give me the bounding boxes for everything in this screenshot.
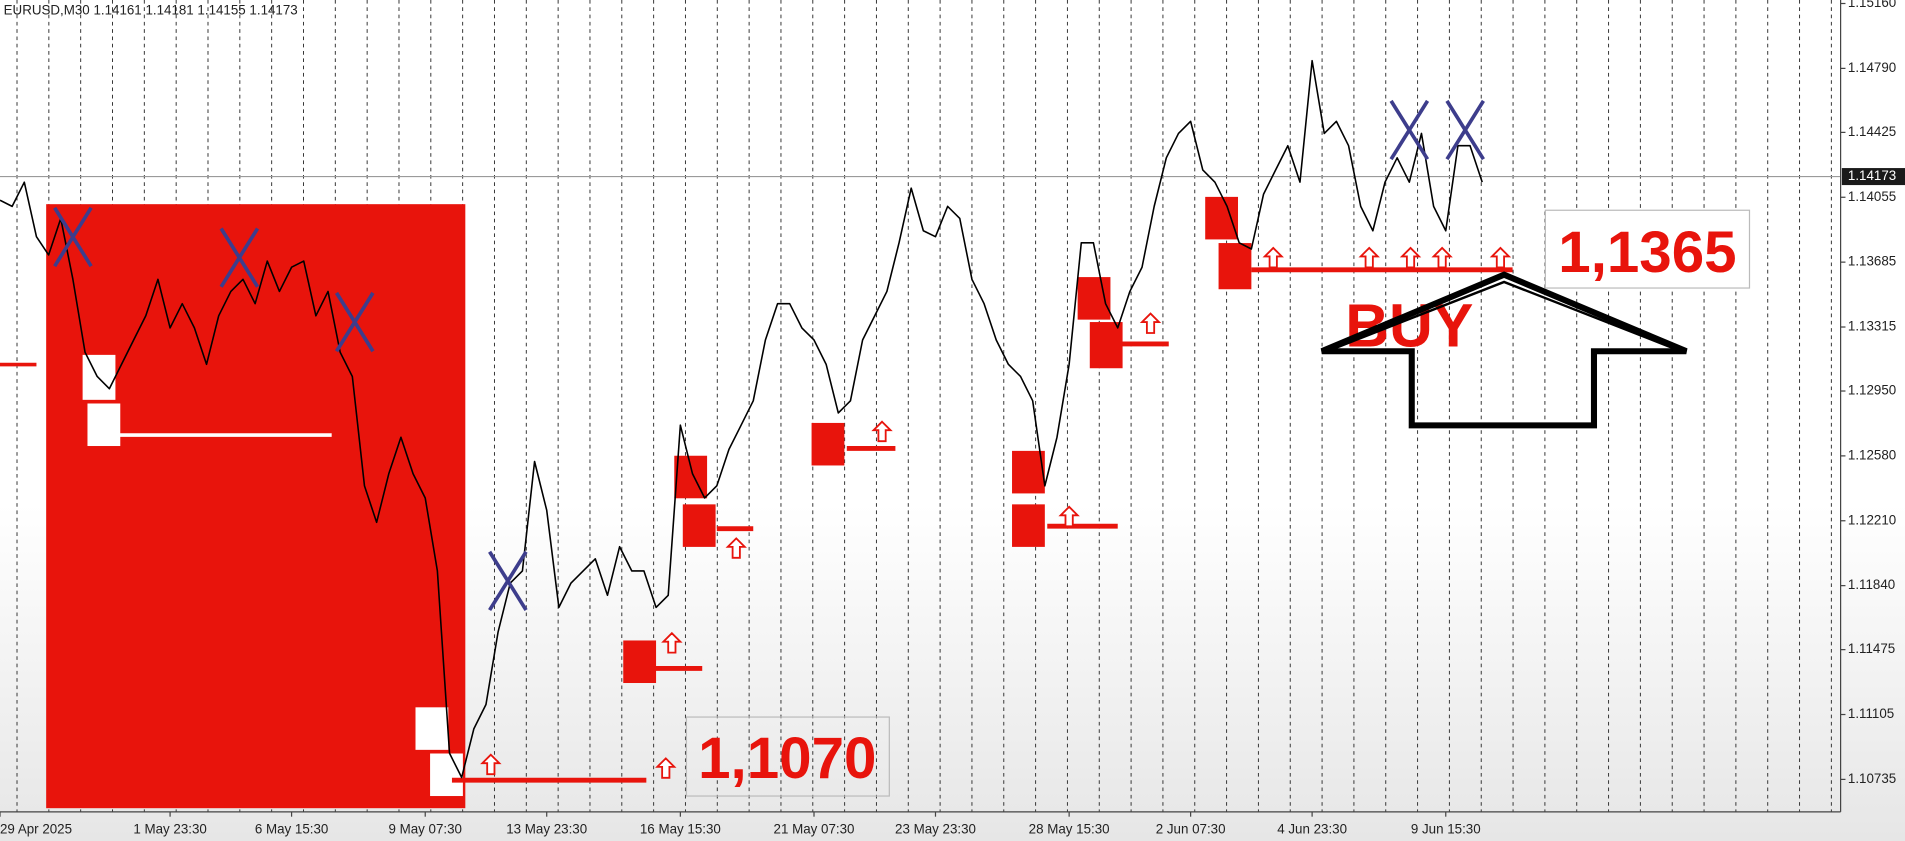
x-mark [53,206,93,268]
demand-box [1012,504,1045,547]
x-mark [488,550,528,612]
demand-box [1218,243,1252,290]
current-price-label: 1.14173 [1848,168,1896,183]
current-price-box [1841,168,1905,186]
y-tick-label: 1.11475 [1848,641,1895,656]
y-tick-label: 1.13315 [1848,319,1896,334]
x-mark [219,227,260,288]
buy-arrow [1320,271,1688,429]
zone-box [415,707,449,750]
demand-box [1012,450,1045,494]
x-tick-label: 29 Apr 2025 [0,822,72,837]
level-lines [451,267,1513,783]
x-tick-label: 23 May 23:30 [895,822,976,837]
buy-signals [480,246,1512,779]
x-tick-label: 4 Jun 23:30 [1277,822,1347,837]
callout-box [685,716,890,797]
x-mark [334,291,375,353]
demand-box [1205,196,1239,240]
signal-arrow [1489,246,1512,269]
buy-arrow-inner [1335,280,1673,349]
signal-arrow [480,753,502,776]
signal-arrow [725,537,747,559]
x-tick-label: 2 Jun 07:30 [1156,822,1226,837]
demand-box [682,504,716,547]
signal-arrow [661,631,683,654]
demand-box [1077,277,1111,320]
signal-arrow [1431,246,1453,269]
plot [0,59,1483,779]
callout-text: 1,1365 [1558,220,1736,285]
x-tick-label: 1 May 23:30 [133,822,207,837]
signal-arrow [1139,312,1162,334]
y-tick-label: 1.12580 [1848,447,1896,462]
x-mark [1389,99,1430,161]
x-tick-label: 28 May 15:30 [1029,822,1110,837]
signal-arrow [1358,246,1380,269]
y-tick-label: 1.11105 [1848,706,1894,721]
demand-box [811,422,845,466]
zone-box [430,753,463,797]
demand-box [623,640,657,684]
signal-arrow [1262,246,1284,269]
x-tick-label: 16 May 15:30 [640,822,721,837]
zone-box [87,403,121,447]
x-tick-label: 21 May 07:30 [774,822,855,837]
callout-text: 1,1070 [698,726,876,791]
x-tick-label: 9 Jun 15:30 [1411,822,1481,837]
signal-arrow [1058,505,1080,528]
signal-arrow [1399,246,1422,269]
y-tick-label: 1.11840 [1848,577,1895,592]
y-tick-label: 1.10735 [1848,771,1896,786]
y-tick-label: 1.15160 [1848,0,1896,10]
x-tick-label: 9 May 07:30 [388,822,462,837]
y-tick-label: 1.14790 [1848,60,1896,75]
x-marks [53,99,1485,612]
callout-box [1544,209,1751,289]
supply-zone [46,204,466,809]
signal-arrow [871,420,893,443]
y-tick-label: 1.14425 [1848,124,1896,139]
signal-arrow [655,757,677,779]
y-tick-label: 1.13685 [1848,254,1896,269]
x-tick-label: 13 May 23:30 [506,822,587,837]
y-tick-label: 1.12210 [1848,512,1896,527]
x-mark [1445,99,1485,161]
y-tick-label: 1.12950 [1848,383,1896,398]
x-tick-label: 6 May 15:30 [255,822,329,837]
y-tick-label: 1.14055 [1848,189,1896,204]
demand-boxes [623,196,1252,684]
header: EURUSD,M30 1.14161 1.14181 1.14155 1.141… [4,2,298,17]
price-line [0,59,1483,779]
